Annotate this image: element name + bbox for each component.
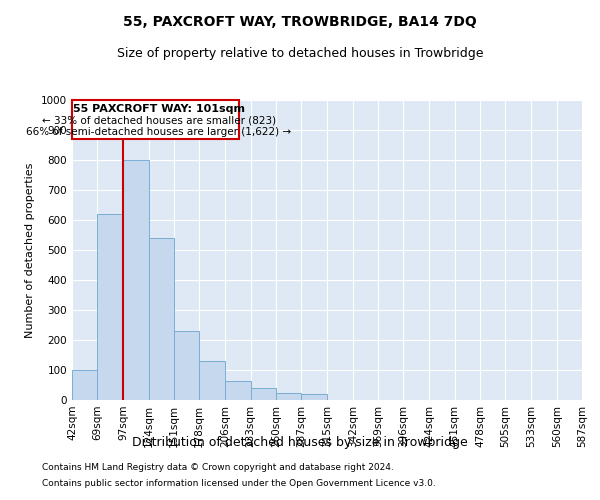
Bar — [149, 238, 174, 400]
Text: Distribution of detached houses by size in Trowbridge: Distribution of detached houses by size … — [132, 436, 468, 449]
Bar — [97, 214, 124, 400]
Bar — [226, 380, 251, 400]
Bar — [251, 388, 276, 400]
Text: Size of property relative to detached houses in Trowbridge: Size of property relative to detached ho… — [117, 48, 483, 60]
Text: 66% of semi-detached houses are larger (1,622) →: 66% of semi-detached houses are larger (… — [26, 127, 292, 137]
Bar — [301, 394, 328, 400]
Bar — [72, 370, 97, 400]
Text: 55, PAXCROFT WAY, TROWBRIDGE, BA14 7DQ: 55, PAXCROFT WAY, TROWBRIDGE, BA14 7DQ — [123, 15, 477, 29]
Bar — [174, 331, 199, 400]
Bar — [199, 361, 226, 400]
Bar — [124, 160, 149, 400]
Bar — [276, 392, 301, 400]
Y-axis label: Number of detached properties: Number of detached properties — [25, 162, 35, 338]
Text: Contains public sector information licensed under the Open Government Licence v3: Contains public sector information licen… — [42, 478, 436, 488]
FancyBboxPatch shape — [72, 100, 239, 139]
Text: Contains HM Land Registry data © Crown copyright and database right 2024.: Contains HM Land Registry data © Crown c… — [42, 464, 394, 472]
Text: 55 PAXCROFT WAY: 101sqm: 55 PAXCROFT WAY: 101sqm — [73, 104, 245, 114]
Text: ← 33% of detached houses are smaller (823): ← 33% of detached houses are smaller (82… — [42, 116, 276, 126]
